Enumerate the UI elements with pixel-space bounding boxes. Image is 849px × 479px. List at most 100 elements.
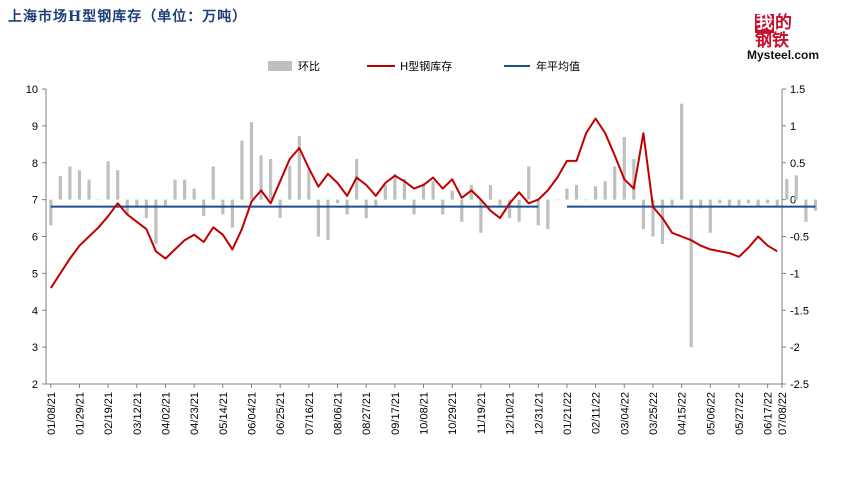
- bar-change: [135, 199, 139, 207]
- bar-change: [421, 183, 426, 200]
- bar-change: [173, 179, 177, 200]
- logo-char-gangtie: 钢铁: [755, 31, 789, 51]
- bar-change: [383, 184, 387, 200]
- left-axis-tick-label: 6: [32, 232, 38, 244]
- bar-change: [766, 199, 770, 204]
- x-axis-tick-label: 10/29/21: [447, 392, 459, 435]
- x-axis-tick-label: 03/04/22: [619, 392, 631, 435]
- bar-change: [517, 199, 521, 222]
- bar-change: [527, 166, 531, 200]
- bar-change: [727, 199, 732, 207]
- right-axis-tick-label: 0.5: [790, 158, 805, 170]
- bar-change: [699, 199, 703, 209]
- right-axis-tick-label: -1: [790, 268, 800, 280]
- x-axis-tick-label: 05/27/22: [734, 392, 746, 435]
- bar-change: [498, 199, 502, 206]
- bar-change: [402, 178, 407, 200]
- bar-change: [144, 199, 148, 219]
- bar-change: [594, 186, 598, 200]
- x-axis-tick-label: 06/17/22: [763, 392, 775, 435]
- bar-change: [479, 199, 483, 233]
- bar-change: [77, 170, 82, 200]
- mysteel-logo: 我 的 钢铁 Mysteel.com: [747, 14, 837, 64]
- bar-change: [813, 199, 818, 211]
- bar-change: [335, 199, 340, 204]
- bar-change: [794, 175, 798, 200]
- bar-change: [211, 166, 215, 200]
- left-axis-tick-label: 5: [32, 268, 38, 280]
- bar-change: [450, 190, 454, 200]
- bar-change: [565, 188, 569, 200]
- bar-change: [288, 165, 292, 200]
- bar-change: [393, 173, 397, 200]
- bar-change: [536, 199, 540, 226]
- bar-change: [660, 199, 665, 244]
- x-axis-tick-label: 05/06/22: [705, 392, 717, 435]
- logo-char-wo: 我: [755, 13, 774, 33]
- bar-change: [182, 179, 187, 200]
- bar-change: [163, 199, 168, 207]
- bar-change: [116, 170, 120, 200]
- x-axis-tick-label: 06/04/21: [247, 392, 259, 435]
- legend-label-change: 环比: [298, 60, 320, 73]
- bar-change: [68, 166, 72, 200]
- bar-change: [584, 199, 588, 201]
- bar-change: [202, 199, 206, 216]
- right-axis-tick-label: -2.5: [790, 379, 809, 391]
- x-axis-tick-label: 04/02/21: [160, 392, 172, 435]
- bar-change: [507, 199, 512, 219]
- bar-change: [364, 199, 368, 219]
- left-axis-tick-label: 10: [26, 84, 38, 96]
- bar-change: [259, 155, 263, 200]
- x-axis-tick-label: 12/31/21: [533, 392, 545, 435]
- left-axis-tick-label: 9: [32, 121, 38, 133]
- x-axis-tick-label: 05/14/21: [218, 392, 230, 435]
- bar-change: [96, 199, 101, 201]
- bar-change: [278, 199, 282, 219]
- bar-change: [718, 199, 722, 204]
- right-axis-tick-label: -1.5: [790, 305, 809, 317]
- x-axis-tick-label: 10/08/21: [419, 392, 431, 435]
- bar-change: [49, 199, 53, 226]
- bar-change: [269, 159, 273, 200]
- x-axis-tick-label: 08/06/21: [333, 392, 345, 435]
- bar-change: [641, 199, 646, 230]
- bar-change: [613, 166, 617, 200]
- x-axis-tick-label: 11/19/21: [476, 392, 488, 434]
- left-axis-tick-label: 2: [32, 379, 38, 391]
- bar-change: [632, 159, 636, 200]
- x-axis-tick-label: 12/10/21: [505, 392, 517, 435]
- bar-change: [670, 199, 674, 207]
- bar-change: [622, 136, 626, 200]
- right-axis-tick-label: 0: [790, 195, 796, 207]
- right-axis-tick-label: 1.5: [790, 84, 805, 96]
- logo-char-de: 的: [775, 13, 792, 33]
- bar-change: [756, 199, 760, 207]
- legend-label-inventory: H型钢库存: [400, 59, 452, 73]
- bar-change: [240, 140, 244, 200]
- logo-text-mysteel: Mysteel.com: [747, 48, 820, 62]
- x-axis-tick-label: 01/08/21: [46, 392, 58, 435]
- right-axis-tick-label: -2: [790, 342, 800, 354]
- legend-swatch-change: [268, 61, 292, 71]
- x-axis-tick-label: 01/21/22: [562, 392, 574, 435]
- bar-change: [708, 199, 712, 233]
- bar-change: [555, 199, 559, 201]
- bar-change: [689, 199, 693, 348]
- x-axis-tick-label: 03/12/21: [132, 392, 144, 435]
- x-axis-tick-label: 09/17/21: [390, 392, 402, 435]
- inventory-line: [49, 117, 778, 289]
- x-axis-tick-label: 01/29/21: [74, 392, 86, 435]
- x-axis-tick-label: 02/11/22: [591, 392, 603, 434]
- bar-change: [106, 161, 110, 200]
- bar-change: [460, 199, 464, 222]
- right-axis-tick-label: 1: [790, 121, 796, 133]
- bar-change: [775, 199, 779, 207]
- left-axis-tick-label: 7: [32, 195, 38, 207]
- x-axis-tick-label: 04/23/21: [189, 392, 201, 435]
- x-axis-tick-label: 06/25/21: [275, 392, 287, 435]
- bar-change: [326, 199, 330, 241]
- bar-change: [316, 199, 321, 237]
- bar-change: [58, 176, 62, 200]
